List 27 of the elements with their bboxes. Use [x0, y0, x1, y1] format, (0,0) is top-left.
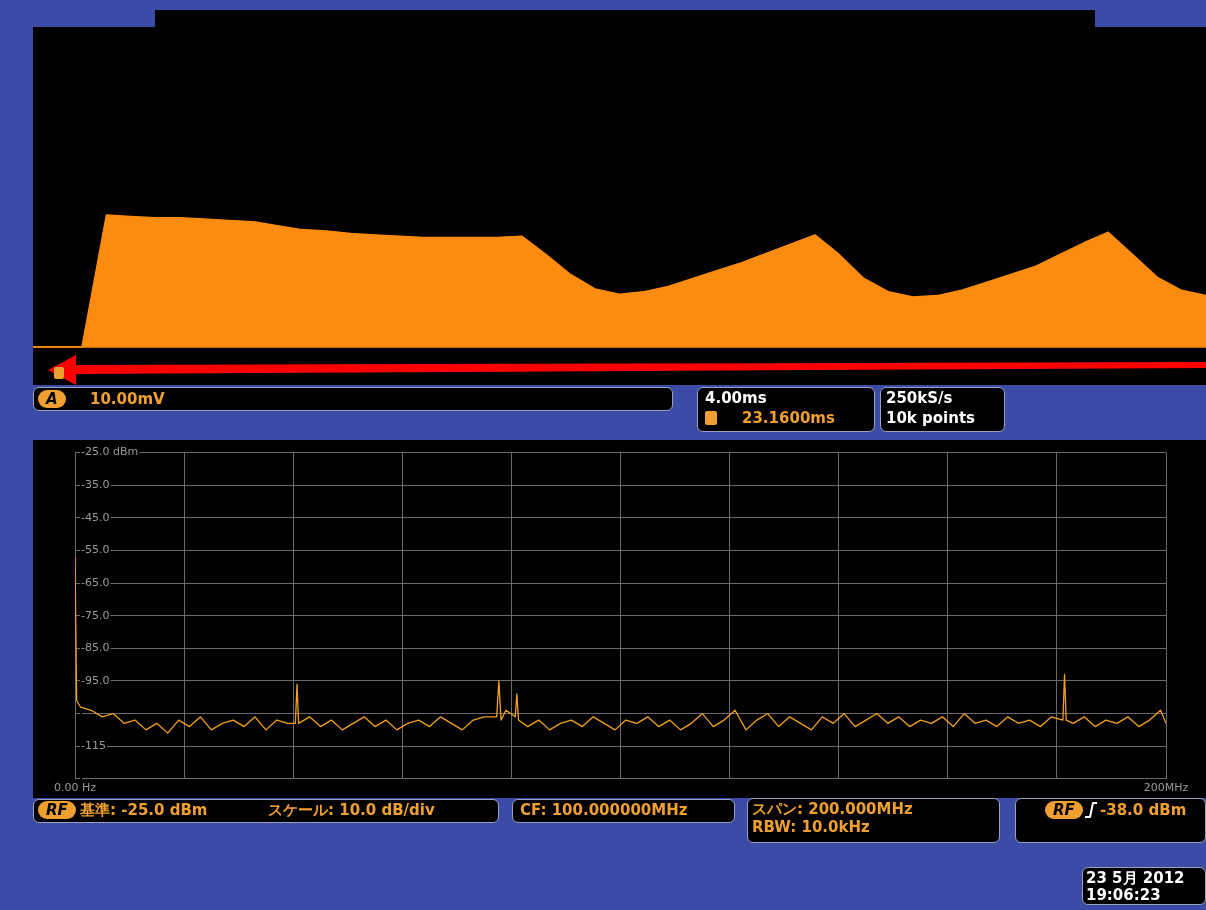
y-tick-label: -95.0 [81, 673, 110, 687]
y-tick-label: -45.0 [81, 510, 110, 524]
text: RF [1045, 801, 1083, 819]
text: A [38, 390, 66, 408]
y-tick-label: -115 [81, 739, 106, 753]
y-tick-label: -55.0 [81, 543, 110, 557]
text: -38.0 dBm [1100, 801, 1187, 819]
y-tick-label: -25.0 dBm [81, 445, 139, 459]
y-tick-label: -65.0 [81, 575, 110, 589]
text: 10k points [886, 409, 976, 427]
y-tick-label: -85.0 [81, 641, 110, 655]
text: スパン: 200.000MHz [752, 800, 913, 818]
text: CF: 100.000000MHz [520, 801, 688, 819]
y-tick-label: -35.0 [81, 478, 110, 492]
text: RF [38, 801, 76, 819]
x-tick-label: 200MHz [1143, 781, 1189, 795]
text: 19:06:23 [1086, 886, 1161, 904]
text: 250kS/s [886, 389, 953, 407]
y-tick-label: -75.0 [81, 608, 110, 622]
text: 10.00mV [90, 390, 165, 408]
text: 23.1600ms [742, 409, 835, 427]
x-tick-label: 0.00 Hz [53, 781, 97, 795]
text: 23 5月 2012 [1086, 869, 1185, 887]
text: RBW: 10.0kHz [752, 818, 870, 836]
text: 基準: -25.0 dBm [80, 801, 208, 819]
text: 4.00ms [705, 389, 767, 407]
text: スケール: 10.0 dB/div [268, 801, 435, 819]
